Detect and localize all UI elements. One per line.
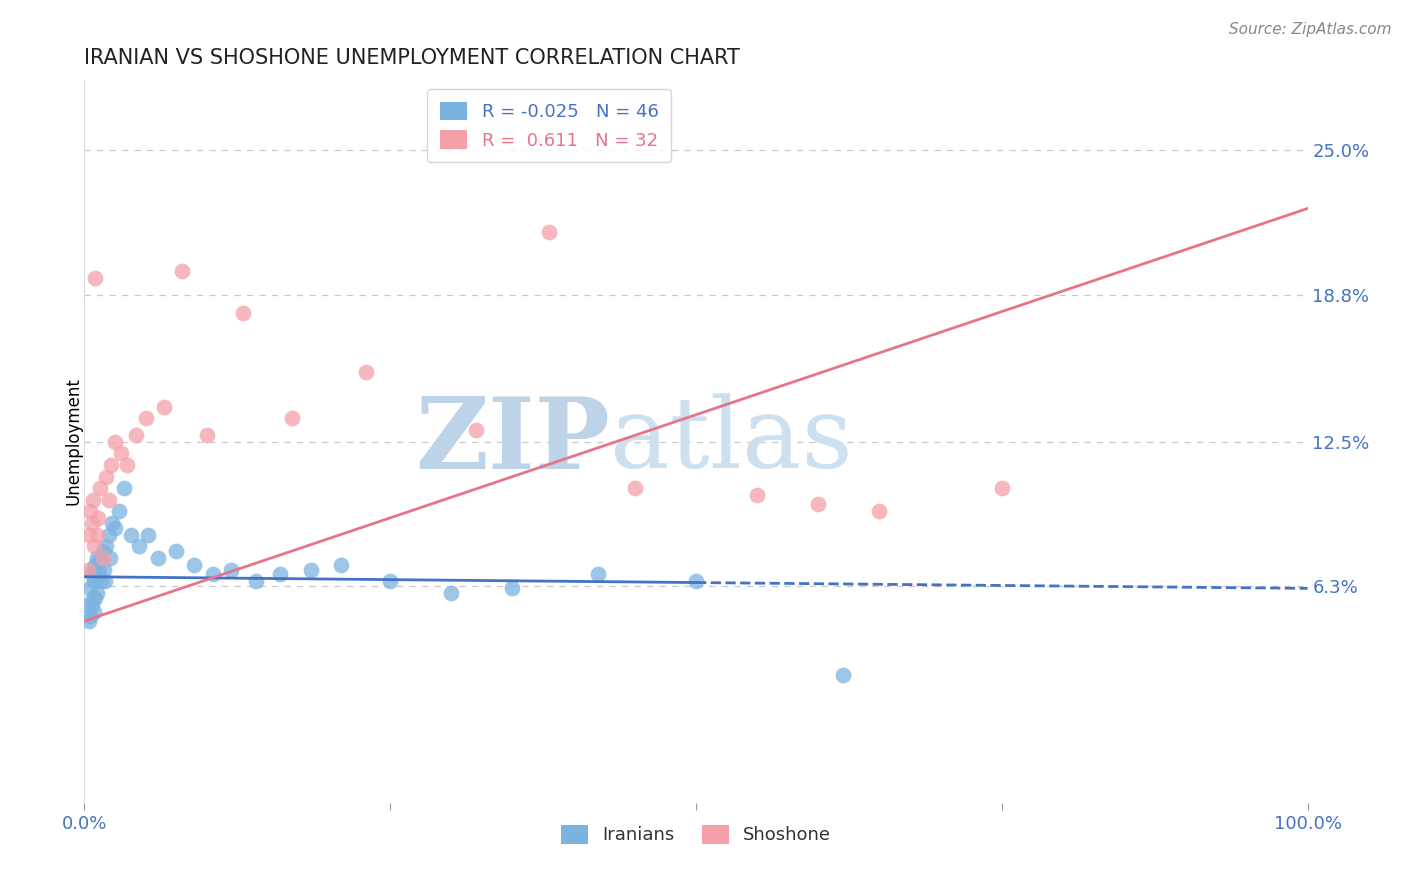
Point xyxy=(87,563,110,577)
Point xyxy=(83,540,105,554)
Point xyxy=(245,574,267,589)
Point xyxy=(104,521,127,535)
Point xyxy=(128,540,150,554)
Point xyxy=(77,563,100,577)
Point xyxy=(440,586,463,600)
Point xyxy=(502,582,524,596)
Point xyxy=(125,427,148,442)
Point xyxy=(586,567,609,582)
Point xyxy=(83,605,105,619)
Point xyxy=(90,574,112,589)
Text: IRANIAN VS SHOSHONE UNEMPLOYMENT CORRELATION CHART: IRANIAN VS SHOSHONE UNEMPLOYMENT CORRELA… xyxy=(84,47,740,68)
Point xyxy=(79,609,101,624)
Point xyxy=(86,551,108,566)
Point xyxy=(77,598,100,612)
Point xyxy=(107,504,129,518)
Text: ZIP: ZIP xyxy=(415,393,610,490)
Text: atlas: atlas xyxy=(610,393,853,490)
Point xyxy=(83,574,105,589)
Point xyxy=(82,563,104,577)
Point xyxy=(299,563,322,577)
Point xyxy=(120,528,142,542)
Point xyxy=(80,516,103,530)
Point xyxy=(354,365,377,379)
Point xyxy=(624,481,647,495)
Point xyxy=(97,528,120,542)
Point xyxy=(82,591,104,605)
Point xyxy=(101,516,124,530)
Point xyxy=(135,411,157,425)
Legend: Iranians, Shoshone: Iranians, Shoshone xyxy=(554,818,838,852)
Point xyxy=(89,551,111,566)
Point xyxy=(115,458,138,472)
Point xyxy=(172,264,194,278)
Point xyxy=(84,591,107,605)
Point xyxy=(685,574,707,589)
Point xyxy=(869,504,891,518)
Point xyxy=(87,567,110,582)
Point xyxy=(100,458,122,472)
Point xyxy=(269,567,291,582)
Point xyxy=(89,481,111,495)
Point xyxy=(112,481,135,495)
Point xyxy=(831,667,853,681)
Point xyxy=(464,423,486,437)
Point xyxy=(86,528,108,542)
Point xyxy=(380,574,402,589)
Point xyxy=(807,498,830,512)
Point xyxy=(330,558,353,572)
Point xyxy=(84,271,107,285)
Point xyxy=(94,574,117,589)
Point xyxy=(87,511,110,525)
Text: Source: ZipAtlas.com: Source: ZipAtlas.com xyxy=(1229,22,1392,37)
Point xyxy=(79,504,101,518)
Point xyxy=(219,563,242,577)
Point xyxy=(91,551,114,566)
Point xyxy=(77,528,100,542)
Point xyxy=(201,567,224,582)
Point xyxy=(747,488,769,502)
Y-axis label: Unemployment: Unemployment xyxy=(65,377,82,506)
Point xyxy=(79,582,101,596)
Point xyxy=(98,551,121,566)
Point xyxy=(82,492,104,507)
Point xyxy=(136,528,159,542)
Point xyxy=(232,306,254,320)
Point xyxy=(195,427,218,442)
Point xyxy=(146,551,169,566)
Point xyxy=(281,411,304,425)
Point xyxy=(80,598,103,612)
Point xyxy=(991,481,1014,495)
Point xyxy=(91,544,114,558)
Point xyxy=(97,492,120,507)
Point xyxy=(93,563,115,577)
Point xyxy=(165,544,187,558)
Point xyxy=(183,558,205,572)
Point xyxy=(153,400,176,414)
Point xyxy=(110,446,132,460)
Point xyxy=(96,469,118,483)
Point xyxy=(538,225,561,239)
Point xyxy=(84,558,107,572)
Point xyxy=(86,586,108,600)
Point xyxy=(80,567,103,582)
Point xyxy=(77,614,100,628)
Point xyxy=(96,540,118,554)
Point xyxy=(104,434,127,449)
